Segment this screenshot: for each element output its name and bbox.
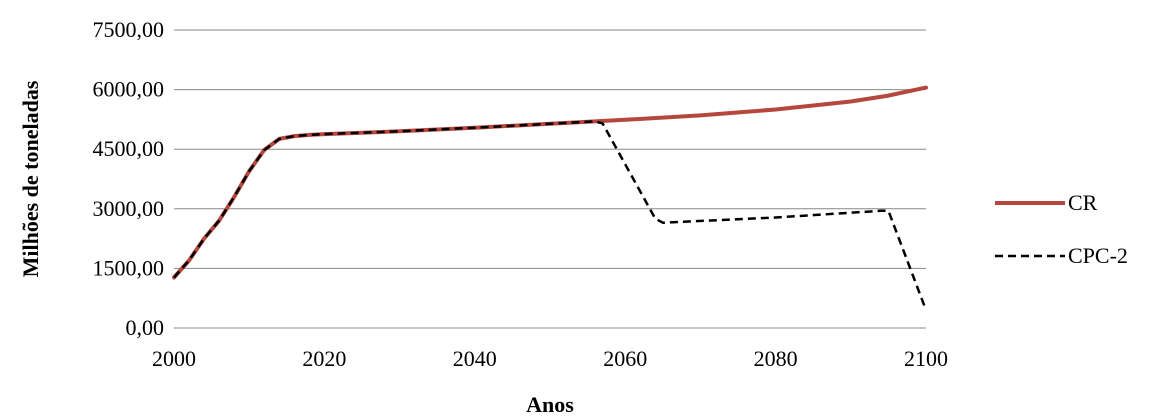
legend-label: CR [1068, 190, 1098, 215]
x-tick-label: 2020 [302, 346, 346, 371]
x-tick-label: 2100 [904, 346, 948, 371]
y-tick-label: 6000,00 [93, 77, 165, 102]
x-tick-label: 2080 [754, 346, 798, 371]
y-axis-title: Milhões de toneladas [18, 80, 43, 277]
x-tick-label: 2000 [152, 346, 196, 371]
y-tick-label: 0,00 [126, 315, 165, 340]
y-tick-label: 1500,00 [93, 255, 165, 280]
x-axis-title: Anos [526, 392, 574, 417]
x-tick-label: 2040 [453, 346, 497, 371]
gridlines [174, 29, 926, 269]
y-tick-label: 3000,00 [93, 196, 165, 221]
y-tick-label: 4500,00 [93, 136, 165, 161]
x-tick-label: 2060 [603, 346, 647, 371]
y-tick-label: 7500,00 [93, 17, 165, 42]
series-lines [172, 85, 928, 311]
series-line-cr [172, 85, 928, 280]
tick-labels: 0,00 1500,00 3000,00 4500,00 6000,00 7500,00 2… [93, 17, 949, 371]
legend: CR CPC-2 [995, 190, 1128, 268]
legend-label: CPC-2 [1068, 243, 1128, 268]
series-line-cpc-2 [173, 120, 928, 311]
